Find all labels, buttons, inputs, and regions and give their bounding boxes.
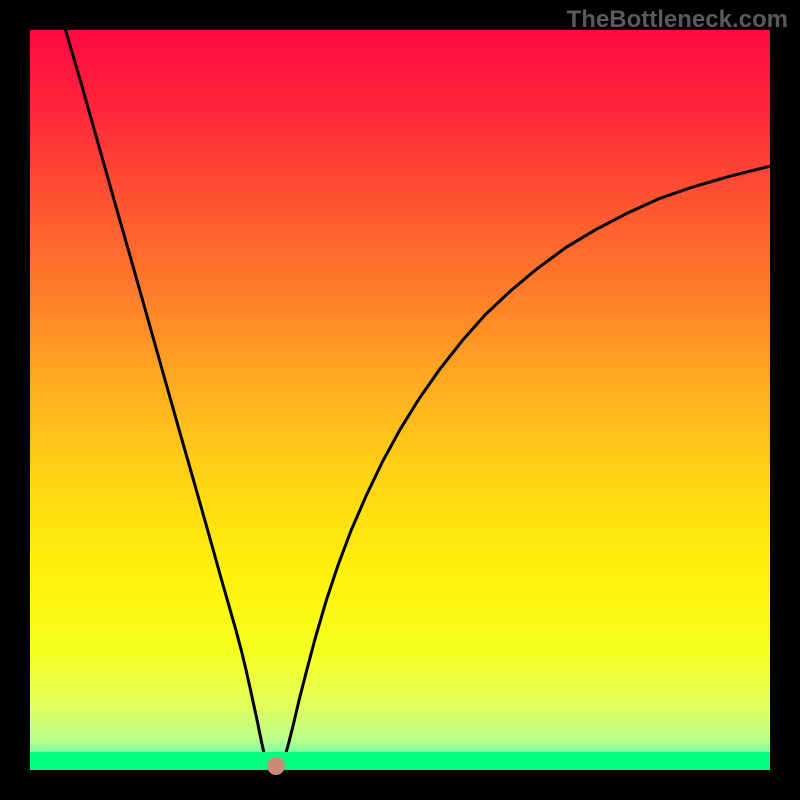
chart-container: TheBottleneck.com bbox=[0, 0, 800, 800]
curve-svg bbox=[30, 30, 770, 770]
watermark-text: TheBottleneck.com bbox=[567, 6, 788, 34]
curve-path bbox=[66, 30, 770, 770]
green-band bbox=[30, 752, 770, 771]
plot-panel bbox=[30, 30, 770, 770]
min-marker bbox=[267, 757, 285, 775]
